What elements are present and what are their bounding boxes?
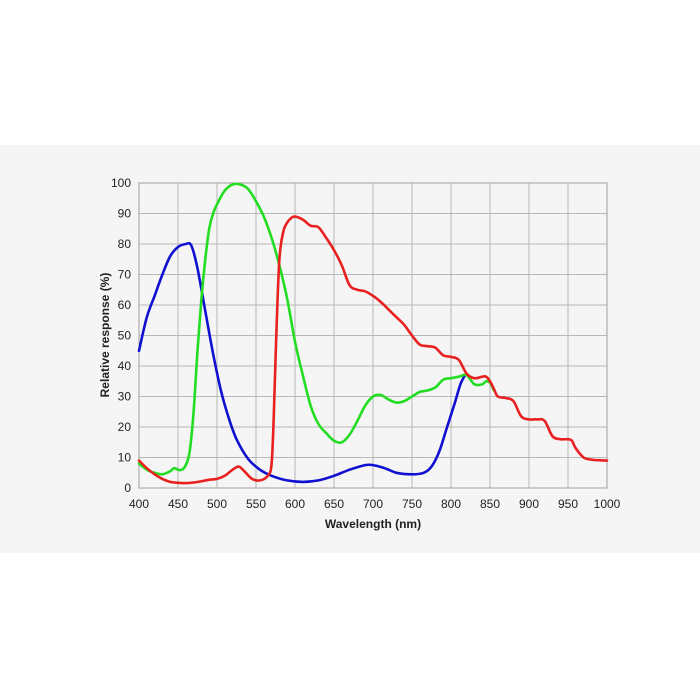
y-tick-label: 100: [111, 176, 131, 190]
x-tick-label: 550: [246, 497, 266, 511]
x-tick-label: 950: [558, 497, 578, 511]
x-tick-label: 700: [363, 497, 383, 511]
y-tick-label: 60: [118, 298, 132, 312]
x-tick-label: 400: [129, 497, 149, 511]
y-tick-label: 20: [118, 420, 132, 434]
x-tick-label: 450: [168, 497, 188, 511]
y-tick-label: 30: [118, 390, 132, 404]
y-tick-label: 40: [118, 359, 132, 373]
y-tick-label: 70: [118, 268, 132, 282]
y-tick-label: 80: [118, 237, 132, 251]
x-axis-ticks: 400 450 500 550 600 650 700 750 800 850 900 950 1000: [129, 497, 621, 511]
y-axis-label: Relative response (%): [98, 273, 112, 398]
blue-response-curve: [137, 241, 467, 484]
y-tick-label: 10: [118, 451, 132, 465]
red-response-curve: [137, 215, 609, 485]
y-tick-label: 0: [124, 481, 131, 495]
grid-lines: [138, 182, 608, 489]
x-axis-label: Wavelength (nm): [325, 517, 421, 531]
x-tick-label: 500: [207, 497, 227, 511]
y-tick-label: 90: [118, 207, 132, 221]
x-tick-label: 850: [480, 497, 500, 511]
x-tick-label: 650: [324, 497, 344, 511]
x-tick-label: 800: [441, 497, 461, 511]
plot-frame: [138, 182, 608, 489]
x-tick-label: 750: [402, 497, 422, 511]
green-response-curve: [137, 182, 496, 476]
x-tick-label: 600: [285, 497, 305, 511]
x-tick-label: 900: [519, 497, 539, 511]
y-tick-label: 50: [118, 329, 132, 343]
response-curves: [137, 182, 609, 485]
y-axis-ticks: 0 10 20 30 40 50 60 70 80 90 100: [111, 176, 131, 495]
x-tick-label: 1000: [594, 497, 621, 511]
